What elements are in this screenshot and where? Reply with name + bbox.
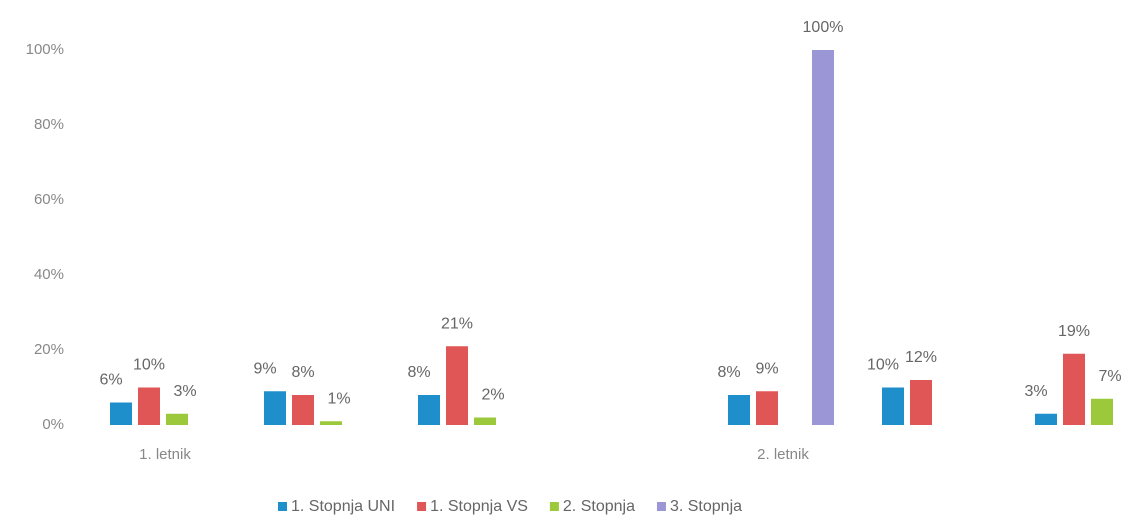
bar xyxy=(756,391,778,425)
data-label: 8% xyxy=(717,364,740,381)
data-label: 7% xyxy=(1098,368,1121,385)
bar xyxy=(418,395,440,425)
data-label: 10% xyxy=(133,357,165,374)
data-label: 6% xyxy=(99,372,122,389)
data-label: 21% xyxy=(441,315,473,332)
bar xyxy=(166,413,188,425)
bar xyxy=(1063,353,1085,425)
legend-swatch xyxy=(278,502,287,511)
bar xyxy=(910,380,932,425)
bar xyxy=(882,387,904,425)
bar xyxy=(264,391,286,425)
bar xyxy=(1035,413,1057,425)
y-tick-label: 80% xyxy=(34,116,64,133)
bar xyxy=(474,417,496,425)
data-label: 1% xyxy=(327,390,350,407)
data-label: 8% xyxy=(407,364,430,381)
bar xyxy=(292,395,314,425)
bar xyxy=(110,402,132,425)
legend-label: 3. Stopnja xyxy=(670,498,742,515)
x-tick-label: 1. letnik xyxy=(139,446,191,463)
legend-swatch xyxy=(656,502,666,511)
legend-label: 1. Stopnja VS xyxy=(430,498,528,515)
bar xyxy=(320,421,342,425)
data-label: 19% xyxy=(1058,323,1090,340)
bar xyxy=(728,395,750,425)
data-label: 2% xyxy=(481,387,504,404)
data-label: 100% xyxy=(803,19,844,36)
legend-swatch xyxy=(549,502,559,511)
legend-label: 2. Stopnja xyxy=(563,498,635,515)
x-tick-label: 2. letnik xyxy=(757,446,809,463)
bar xyxy=(446,346,468,425)
y-tick-label: 100% xyxy=(26,41,64,58)
y-tick-label: 0% xyxy=(42,416,64,433)
legend-swatch xyxy=(417,502,427,511)
bar xyxy=(138,387,160,425)
data-label: 3% xyxy=(173,383,196,400)
y-tick-label: 60% xyxy=(34,191,64,208)
legend-label: 1. Stopnja UNI xyxy=(291,498,395,515)
data-label: 9% xyxy=(253,360,276,377)
data-label: 10% xyxy=(867,357,899,374)
data-label: 9% xyxy=(755,360,778,377)
data-label: 3% xyxy=(1024,383,1047,400)
y-tick-label: 40% xyxy=(34,266,64,283)
y-tick-label: 20% xyxy=(34,341,64,358)
data-label: 12% xyxy=(905,349,937,366)
data-label: 8% xyxy=(291,364,314,381)
bar xyxy=(812,50,834,425)
bar xyxy=(1091,398,1113,425)
